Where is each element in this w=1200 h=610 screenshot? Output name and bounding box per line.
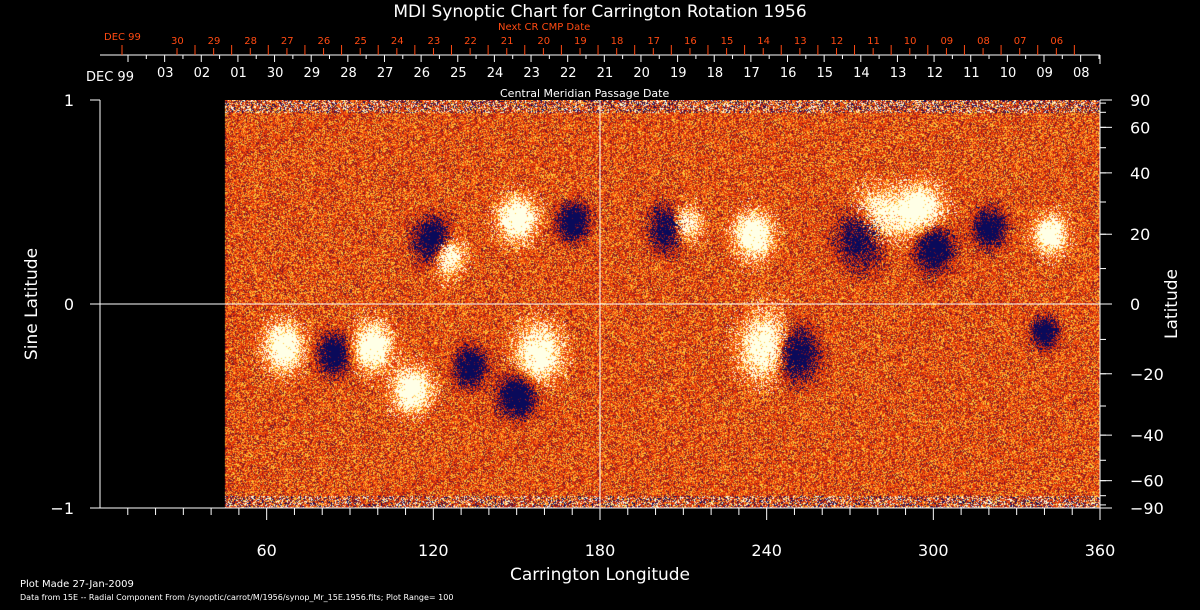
x-tick-label: 240 — [751, 541, 782, 560]
cmp-date-label: 28 — [340, 66, 357, 81]
cmp-date-label: 08 — [1073, 66, 1090, 81]
y-right-tick-label: 40 — [1130, 164, 1150, 183]
y-axis-left-label: Sine Latitude — [22, 247, 42, 361]
x-tick-label: 180 — [585, 541, 616, 560]
cmp-date-label: 15 — [816, 66, 834, 81]
next-cr-date-label: 08 — [977, 36, 990, 47]
next-cr-date-label: 07 — [1013, 36, 1027, 47]
next-cr-date-label: 17 — [647, 36, 661, 47]
cmp-date-label: 01 — [230, 66, 247, 81]
next-cr-date-label: 15 — [720, 36, 734, 47]
y-right-tick-label: 90 — [1130, 91, 1150, 110]
chart-title: MDI Synoptic Chart for Carrington Rotati… — [393, 2, 807, 22]
data-source-text: Data from 15E -- Radial Component From /… — [20, 593, 454, 602]
y-right-tick-label: 0 — [1130, 295, 1140, 314]
cmp-date-label: 25 — [450, 66, 467, 81]
cmp-month-label: DEC 99 — [86, 70, 134, 85]
cmp-date-label: 17 — [743, 66, 760, 81]
y-right-tick-label: 20 — [1130, 225, 1150, 244]
cmp-date-label: 10 — [999, 66, 1017, 81]
x-tick-label: 360 — [1085, 541, 1116, 560]
cmp-date-label: 23 — [523, 66, 540, 81]
cmp-date-label: 09 — [1036, 66, 1053, 81]
next-cr-date-label: 11 — [867, 36, 880, 47]
x-axis-label: Carrington Longitude — [509, 565, 691, 585]
next-cr-date-label: 23 — [427, 36, 441, 47]
next-cr-date-label: 09 — [940, 36, 954, 47]
x-tick-label: 60 — [256, 541, 276, 560]
next-cr-date-label: 29 — [207, 36, 221, 47]
x-tick-label: 300 — [918, 541, 949, 560]
y-left-tick-label: 1 — [64, 91, 74, 110]
cmp-date-label: 19 — [669, 66, 687, 81]
y-right-tick-label: −40 — [1130, 426, 1164, 445]
cmp-date-label: 14 — [853, 66, 870, 81]
next-cr-date-label: 21 — [500, 36, 514, 47]
cmp-date-label: 18 — [706, 66, 724, 81]
cmp-date-label: 16 — [779, 66, 797, 81]
cmp-date-label: 24 — [486, 66, 504, 81]
cmp-date-label: 02 — [193, 66, 211, 81]
cmp-date-label: 30 — [266, 66, 284, 81]
cmp-date-label: 12 — [926, 66, 943, 81]
next-cr-date-label: 12 — [830, 36, 844, 47]
cmp-date-label: 03 — [157, 66, 174, 81]
next-cr-date-label: 24 — [390, 36, 404, 47]
next-cr-month-label: DEC 99 — [104, 32, 141, 43]
next-cr-date-label: 16 — [683, 36, 697, 47]
cmp-date-label: 27 — [376, 66, 394, 81]
cmp-date-label: 20 — [633, 66, 650, 81]
y-left-tick-label: 0 — [64, 295, 74, 314]
plot-made-text: Plot Made 27-Jan-2009 — [20, 579, 134, 590]
next-cr-date-label: 22 — [464, 36, 477, 47]
next-cr-date-label: 19 — [574, 36, 587, 47]
next-cr-date-label: 06 — [1050, 36, 1064, 47]
next-cr-date-label: 20 — [537, 36, 551, 47]
next-cr-date-label: 10 — [903, 36, 917, 47]
cmp-date-label: 11 — [963, 66, 980, 81]
y-left-tick-label: −1 — [50, 499, 74, 518]
cmp-date-label: 29 — [303, 66, 321, 81]
next-cr-date-label: 18 — [610, 36, 624, 47]
cmp-date-label: 26 — [413, 66, 431, 81]
next-cr-date-label: 14 — [757, 36, 770, 47]
y-axis-right-label: Latitude — [1162, 269, 1182, 339]
cmp-date-label: 22 — [560, 66, 577, 81]
next-cr-axis-label: Next CR CMP Date — [498, 22, 591, 33]
next-cr-date-label: 30 — [171, 36, 184, 47]
next-cr-date-label: 28 — [244, 36, 257, 47]
next-cr-date-label: 27 — [280, 36, 294, 47]
next-cr-date-label: 26 — [317, 36, 331, 47]
cmp-date-label: 13 — [889, 66, 907, 81]
cmp-axis-label: Central Meridian Passage Date — [500, 87, 670, 100]
next-cr-date-label: 25 — [354, 36, 367, 47]
cmp-date-label: 21 — [596, 66, 614, 81]
y-right-tick-label: −60 — [1130, 472, 1164, 491]
y-right-tick-label: 60 — [1130, 118, 1150, 137]
y-right-tick-label: −20 — [1130, 365, 1164, 384]
x-tick-label: 120 — [418, 541, 449, 560]
y-right-tick-label: −90 — [1130, 499, 1164, 518]
next-cr-date-label: 13 — [793, 36, 807, 47]
